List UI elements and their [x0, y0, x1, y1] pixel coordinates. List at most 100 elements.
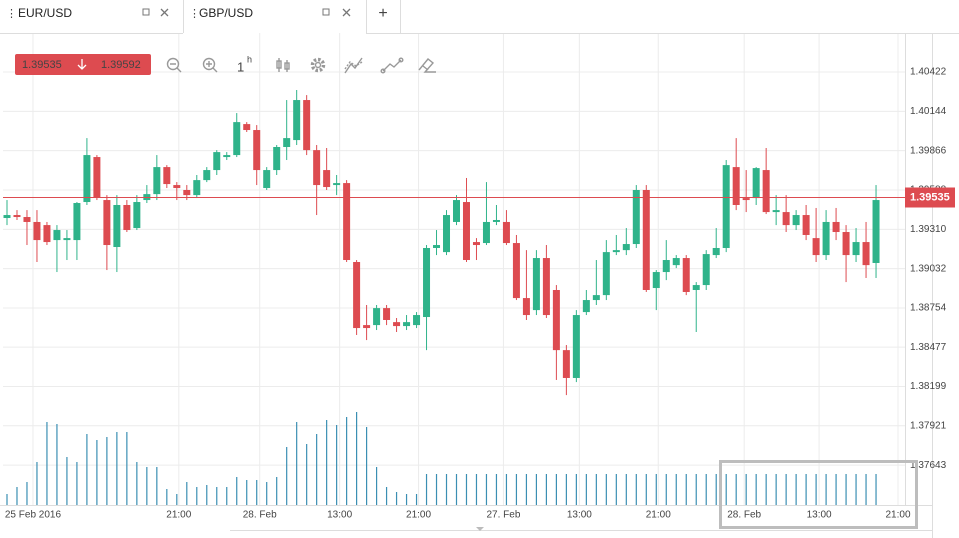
- candle-body: [662, 260, 670, 273]
- candle-body: [562, 350, 570, 378]
- x-tick-label: 21:00: [646, 510, 671, 521]
- x-tick-label: 13:00: [567, 510, 592, 521]
- candle-body: [462, 202, 470, 261]
- tab-grip: ⋮: [6, 8, 17, 20]
- candle-body: [3, 215, 11, 219]
- chart-type-button[interactable]: [276, 58, 290, 72]
- candle-body: [193, 180, 201, 196]
- candle-body: [622, 244, 630, 251]
- close-icon[interactable]: [342, 8, 351, 17]
- detach-icon[interactable]: [142, 8, 150, 16]
- candle-body: [293, 100, 301, 141]
- candle-body: [173, 185, 181, 189]
- y-tick-label: 1.39032: [910, 263, 947, 274]
- x-tick-label: 28. Feb: [243, 510, 277, 521]
- candle-body: [842, 232, 850, 256]
- ask-price: 1.39592: [101, 59, 141, 71]
- candle-body: [682, 258, 690, 292]
- candle-body: [832, 221, 840, 233]
- quote-badge[interactable]: [15, 54, 151, 75]
- candle-body: [243, 124, 251, 131]
- eraser-button[interactable]: [418, 58, 436, 73]
- scroll-handle[interactable]: [476, 527, 484, 531]
- tab[interactable]: ⋮ GBP/USD: [189, 6, 351, 20]
- candle-body: [792, 215, 800, 226]
- candle-body: [572, 315, 580, 378]
- candle-body: [722, 165, 730, 248]
- candle-body: [732, 167, 740, 205]
- candle-body: [373, 308, 381, 326]
- tab[interactable]: ⋮ EUR/USD: [6, 6, 169, 20]
- candle-body: [852, 242, 860, 256]
- candle-body: [672, 258, 680, 266]
- x-tick-label: 13:00: [807, 510, 832, 521]
- candle-body: [403, 322, 411, 327]
- new-tab-button[interactable]: +: [378, 5, 387, 22]
- candle-body: [283, 138, 291, 148]
- candle-body: [163, 167, 171, 185]
- close-icon[interactable]: [160, 8, 169, 17]
- candle-body: [343, 183, 351, 261]
- last-price-box: [905, 187, 955, 208]
- candle-body: [303, 100, 311, 151]
- detach-icon[interactable]: [322, 8, 330, 16]
- candle-body: [443, 215, 451, 253]
- candle-body: [652, 272, 660, 289]
- y-tick-label: 1.37643: [910, 460, 947, 471]
- candle-body: [512, 243, 520, 299]
- candle-body: [123, 204, 131, 231]
- candle-body: [233, 122, 241, 156]
- drawing-button[interactable]: [380, 57, 404, 74]
- y-tick-label: 1.38477: [910, 342, 947, 353]
- candle-body: [53, 230, 61, 241]
- candle-body: [323, 170, 331, 188]
- indicators-button[interactable]: [344, 57, 363, 74]
- down-arrow: [77, 59, 87, 70]
- candle-body: [592, 295, 600, 301]
- zoom-out-button[interactable]: [166, 57, 182, 73]
- candle-body: [632, 190, 640, 245]
- candle-body: [253, 130, 261, 171]
- candle-body: [872, 200, 880, 263]
- candle-body: [153, 167, 161, 195]
- candle-body: [73, 203, 81, 241]
- candle-body: [93, 157, 101, 198]
- candle-body: [492, 219, 500, 222]
- candle-body: [472, 242, 480, 246]
- candle-body: [612, 250, 620, 253]
- tab-label[interactable]: GBP/USD: [199, 6, 253, 20]
- candle-body: [782, 212, 790, 226]
- x-tick-label: 21:00: [166, 510, 191, 521]
- y-tick-label: 1.40422: [910, 67, 947, 78]
- candle-body: [752, 168, 760, 199]
- candle-body: [383, 308, 391, 320]
- x-tick-label: 13:00: [327, 510, 352, 521]
- candle-body: [552, 290, 560, 351]
- candle-body: [812, 238, 820, 256]
- candle-body: [43, 225, 51, 243]
- candle-body: [542, 258, 550, 316]
- candle-body: [532, 258, 540, 311]
- x-tick-label: 25 Feb 2016: [5, 510, 62, 521]
- tab-label[interactable]: EUR/USD: [18, 6, 72, 20]
- candle-body: [333, 183, 341, 186]
- bid-price: 1.39535: [22, 59, 62, 71]
- candle-body: [742, 198, 750, 201]
- candle-body: [203, 170, 211, 181]
- y-tick-label: 1.38199: [910, 381, 947, 392]
- candle-body: [183, 190, 191, 196]
- interval-button[interactable]: 1 h: [237, 54, 252, 74]
- settings-button[interactable]: [310, 57, 326, 73]
- candle-body: [692, 285, 700, 291]
- candle-body: [13, 215, 21, 218]
- candle-body: [582, 300, 590, 313]
- candle-body: [642, 190, 650, 291]
- candle-body: [452, 200, 460, 222]
- zoom-in-button[interactable]: [202, 57, 218, 73]
- y-tick-label: 1.40144: [910, 106, 947, 117]
- y-tick-label: 1.39310: [910, 224, 947, 235]
- candle-body: [802, 215, 810, 235]
- candle-body: [862, 242, 870, 266]
